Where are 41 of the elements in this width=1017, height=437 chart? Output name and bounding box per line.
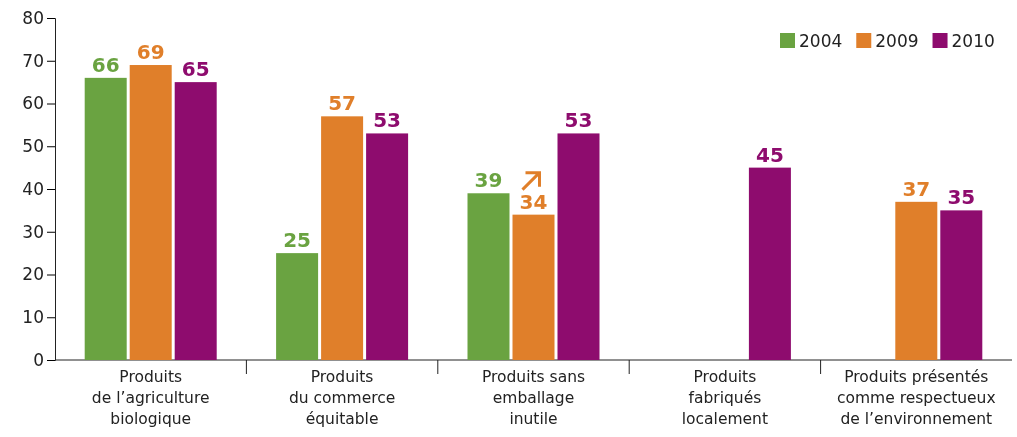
- legend-label: 2009: [875, 31, 919, 51]
- data-label: 69: [136, 40, 165, 65]
- y-tick-label: 60: [22, 93, 44, 114]
- y-tick-label: 40: [22, 178, 44, 199]
- bar: [276, 253, 319, 360]
- x-tick-label: Produits présentés comme respectueux de l’environnement: [836, 368, 996, 428]
- bar: [895, 201, 938, 360]
- bar: [321, 116, 364, 360]
- y-tick-label: 20: [22, 264, 44, 285]
- bar: [512, 214, 555, 360]
- data-label: 65: [181, 57, 210, 82]
- x-tick-label: Produits de l’agriculture biologique: [91, 368, 210, 428]
- data-label: 39: [474, 168, 503, 193]
- data-label: 53: [373, 108, 402, 133]
- data-label: 45: [755, 142, 784, 167]
- data-label: 34: [519, 189, 548, 214]
- bar: [129, 65, 172, 360]
- legend-label: 2010: [951, 31, 995, 51]
- legend-label: 2004: [799, 31, 843, 51]
- y-tick-label: 50: [22, 136, 44, 157]
- y-tick-label: 80: [22, 7, 44, 28]
- x-tick-label: Produits sans emballage inutile: [481, 368, 586, 428]
- x-tick-label: Produits fabriqués localement: [681, 368, 768, 428]
- x-tick-label: Produits du commerce équitable: [288, 368, 396, 428]
- bar: [366, 133, 409, 360]
- data-label: 25: [283, 228, 312, 253]
- bar: [174, 82, 217, 360]
- y-tick-label: 0: [33, 349, 44, 370]
- y-tick-label: 10: [22, 307, 44, 328]
- data-label: 66: [91, 52, 120, 77]
- bar: [557, 133, 600, 360]
- data-label: 37: [902, 176, 931, 201]
- bar: [467, 193, 510, 360]
- data-label: 57: [328, 91, 357, 116]
- y-tick-label: 30: [22, 221, 44, 242]
- bar: [940, 210, 983, 360]
- data-label: 35: [947, 185, 976, 210]
- bar: [748, 167, 791, 360]
- y-tick-label: 70: [22, 50, 44, 71]
- bar: [84, 77, 127, 360]
- data-label: 53: [564, 108, 593, 133]
